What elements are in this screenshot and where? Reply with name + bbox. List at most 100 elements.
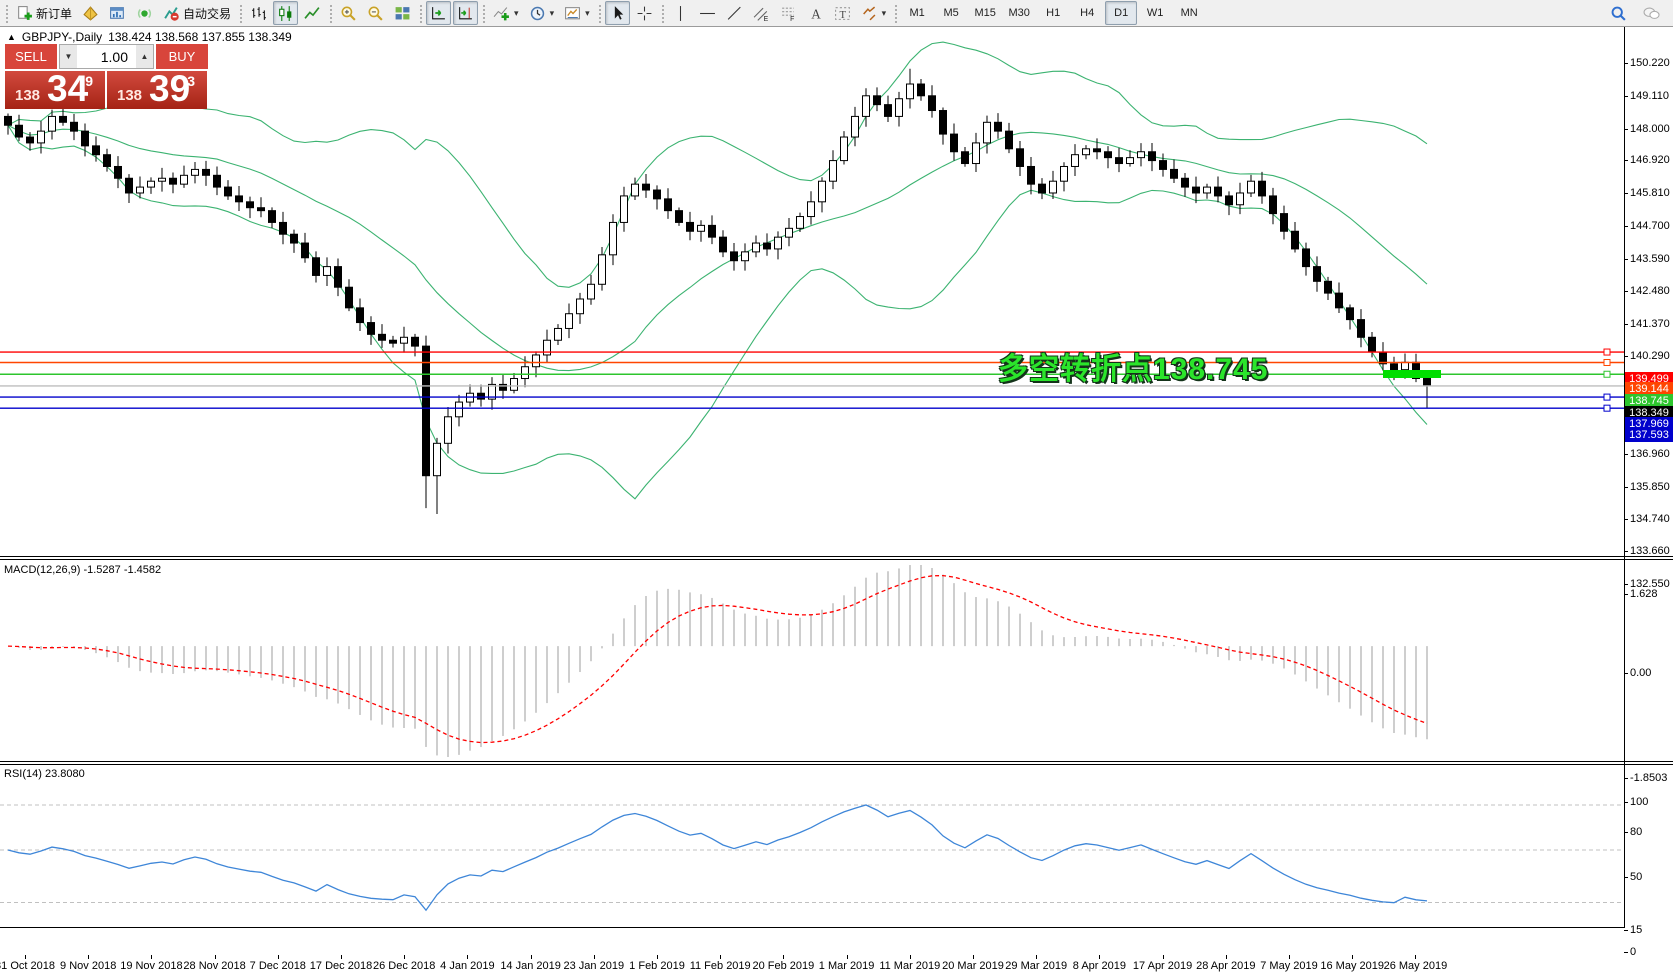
line-drag-handle[interactable] xyxy=(1603,370,1611,378)
line-chart-button[interactable] xyxy=(300,1,325,25)
timeframe-button-h1[interactable]: H1 xyxy=(1046,7,1061,19)
line-drag-handle[interactable] xyxy=(1603,348,1611,356)
dropdown-arrow-icon[interactable]: ▾ xyxy=(549,7,555,18)
candle-body xyxy=(1170,168,1178,179)
candle-body xyxy=(81,130,89,147)
timeframe-button-m5[interactable]: M5 xyxy=(943,7,959,19)
candle-body xyxy=(1225,195,1233,206)
date-axis-tick xyxy=(720,955,722,959)
volume-input[interactable]: 1.00 xyxy=(77,45,136,68)
toolbar: 新订单 自动交易 ▾ ▾ ▾ E F A T ▾ M1 M5 M15 M30 H1 H4 D1 W1 MN xyxy=(0,0,1673,27)
date-axis-tick xyxy=(593,955,595,959)
channel-button[interactable]: E xyxy=(749,1,774,25)
crosshair-button[interactable] xyxy=(632,1,657,25)
candle-body xyxy=(26,136,34,144)
auto-scroll-button[interactable] xyxy=(426,1,452,25)
candle-body xyxy=(983,121,991,144)
candle-body xyxy=(257,207,265,212)
candle-body xyxy=(1247,180,1255,194)
timeframe-button-m1[interactable]: M1 xyxy=(909,7,925,19)
timeframe-button-m15[interactable]: M15 xyxy=(974,7,996,19)
timeframe-button-d1[interactable]: D1 xyxy=(1105,1,1138,25)
candle-body xyxy=(1203,186,1211,194)
candle-body xyxy=(675,210,683,223)
timeframe-button-h4[interactable]: H4 xyxy=(1080,7,1095,19)
autotrading-icon xyxy=(164,6,179,21)
candle-body xyxy=(389,339,397,344)
text-button[interactable]: A xyxy=(803,1,828,25)
data-window-button[interactable] xyxy=(105,1,130,25)
candlestick-button[interactable] xyxy=(273,1,299,25)
candle-body xyxy=(763,242,771,250)
candle-body xyxy=(642,183,650,191)
quote-panel-collapse-icon[interactable]: ▲ xyxy=(7,32,16,42)
line-drag-handle[interactable] xyxy=(1603,358,1611,366)
candle-body xyxy=(488,383,496,400)
label-button[interactable]: T xyxy=(830,1,855,25)
zoom-in-button[interactable] xyxy=(336,1,361,25)
dropdown-arrow-icon[interactable]: ▾ xyxy=(585,7,590,18)
dropdown-arrow-icon[interactable]: ▾ xyxy=(514,7,519,18)
candle-body xyxy=(994,121,1002,132)
price-axis-label: 134.740 xyxy=(1630,513,1670,526)
horizontal-line-button[interactable] xyxy=(695,1,720,25)
candle-body xyxy=(1269,195,1277,215)
fibonacci-button[interactable]: F xyxy=(776,1,801,25)
timeframe-button-w1[interactable]: W1 xyxy=(1146,7,1164,19)
price-tag: 138.349 xyxy=(1625,405,1673,420)
line-drag-handle[interactable] xyxy=(1603,404,1611,412)
candle-body xyxy=(1324,280,1332,294)
autotrading-button[interactable]: 自动交易 xyxy=(159,1,235,25)
toolbar-grip xyxy=(481,3,487,23)
volume-increase-button[interactable]: ▲ xyxy=(136,45,153,68)
trendline-button[interactable] xyxy=(722,1,747,25)
candle-body xyxy=(950,133,958,153)
chat-button[interactable] xyxy=(1639,1,1664,25)
buy-button[interactable]: BUY xyxy=(156,44,208,69)
rsi-line xyxy=(7,804,1428,912)
candle-body xyxy=(224,186,232,197)
indicators-button[interactable]: ▾ xyxy=(489,1,523,25)
ohlc-readout: 138.424 138.568 137.855 138.349 xyxy=(108,30,292,44)
date-axis-label: 28 Apr 2019 xyxy=(1196,960,1256,972)
toolbar-group-4: ▾ ▾ ▾ xyxy=(488,0,595,26)
candle-body xyxy=(48,115,56,132)
zoom-out-button[interactable] xyxy=(363,1,388,25)
timeframe-button-mn[interactable]: MN xyxy=(1180,7,1198,19)
signal-button[interactable] xyxy=(132,1,157,25)
sell-price-box[interactable]: 138 34 9 xyxy=(5,68,105,109)
candle-body xyxy=(906,83,914,100)
sell-button[interactable]: SELL xyxy=(5,44,57,69)
rsi-axis-label: 50 xyxy=(1630,871,1643,883)
line-drag-handle[interactable] xyxy=(1603,393,1611,401)
date-axis-label: 1 Feb 2019 xyxy=(629,960,685,972)
volume-decrease-button[interactable]: ▼ xyxy=(60,45,77,68)
new-order-button[interactable]: 新订单 xyxy=(12,1,76,25)
periods-button[interactable]: ▾ xyxy=(525,1,559,25)
candle-body xyxy=(1302,248,1310,268)
chart-shift-button[interactable] xyxy=(453,1,479,25)
bollinger-band-line xyxy=(7,124,1428,372)
timeframe-button-m30[interactable]: M30 xyxy=(1008,7,1030,19)
candlestick-icon xyxy=(279,5,292,21)
candle-body xyxy=(1027,165,1035,185)
text-icon: A xyxy=(811,6,821,21)
templates-button[interactable]: ▾ xyxy=(560,1,594,25)
cursor-button[interactable] xyxy=(604,1,630,25)
date-axis-label: 26 May 2019 xyxy=(1383,960,1448,972)
candle-body xyxy=(1258,180,1266,197)
candle-body xyxy=(1038,183,1046,194)
bar-chart-button[interactable] xyxy=(246,1,271,25)
vertical-line-button[interactable] xyxy=(668,1,693,25)
buy-price-box[interactable]: 138 39 3 xyxy=(107,68,207,109)
symbols-book-button[interactable] xyxy=(78,1,103,25)
shapes-button[interactable]: ▾ xyxy=(857,1,891,25)
tile-windows-button[interactable] xyxy=(390,1,415,25)
candle-body xyxy=(356,307,364,324)
dropdown-arrow-icon[interactable]: ▾ xyxy=(881,7,887,18)
candle-body xyxy=(378,333,386,341)
cursor-icon xyxy=(614,5,623,20)
search-button[interactable] xyxy=(1606,1,1631,25)
rsi-axis-label: 80 xyxy=(1630,826,1643,838)
search-icon xyxy=(1611,6,1626,21)
